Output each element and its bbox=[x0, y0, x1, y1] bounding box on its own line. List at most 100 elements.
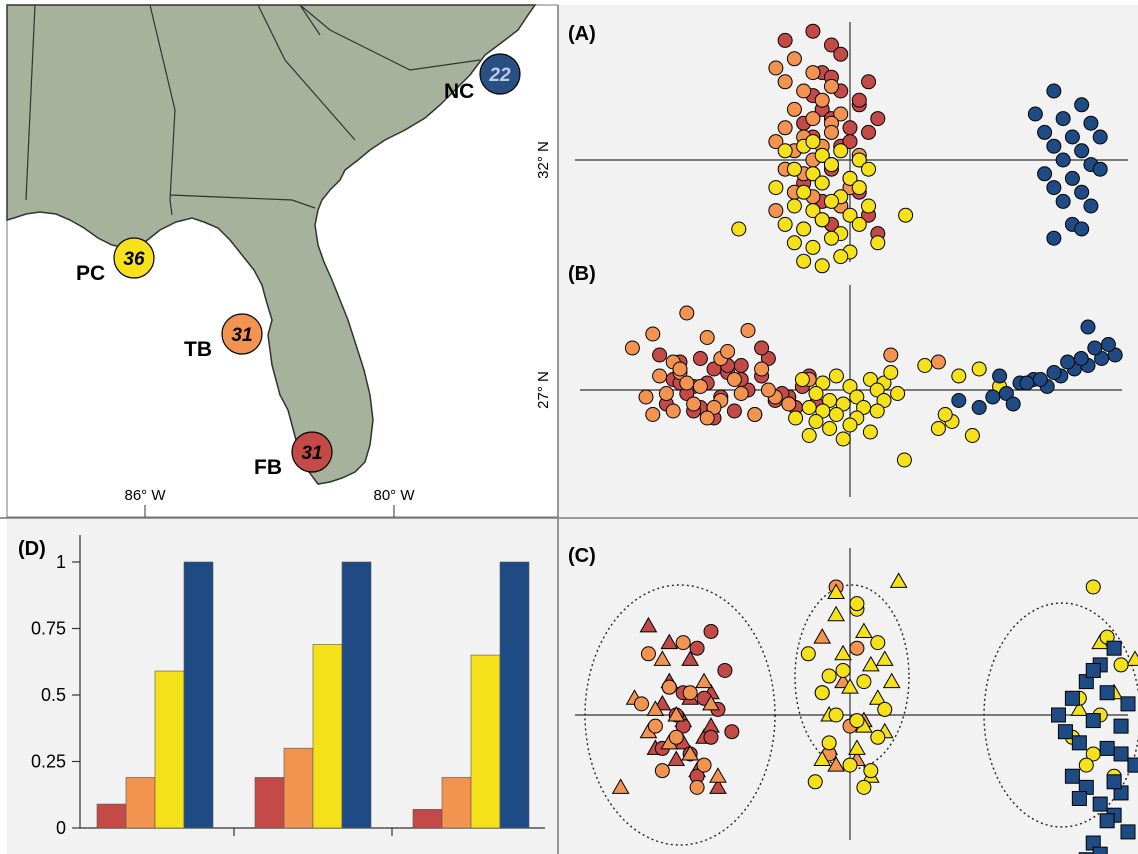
point-nc bbox=[1037, 166, 1053, 182]
point-pc bbox=[786, 235, 802, 251]
point-pc bbox=[777, 216, 793, 232]
point-nc bbox=[1120, 696, 1136, 712]
point-pc bbox=[861, 655, 880, 672]
point-pc bbox=[835, 396, 851, 412]
site-count-fb: 31 bbox=[301, 443, 322, 464]
point-pc bbox=[842, 207, 858, 223]
point-pc bbox=[828, 368, 844, 384]
point-tb bbox=[652, 368, 668, 384]
point-pc bbox=[841, 678, 859, 694]
point-pc bbox=[890, 386, 906, 401]
point-pc bbox=[889, 572, 908, 588]
state-borders bbox=[25, 4, 481, 216]
point-nc bbox=[1019, 375, 1035, 391]
point-tb bbox=[768, 60, 784, 76]
site-tb: 31 TB bbox=[184, 313, 263, 361]
point-fb bbox=[861, 124, 877, 140]
point-pc bbox=[805, 239, 821, 255]
site-marker-tb bbox=[221, 313, 263, 355]
point-fb bbox=[760, 351, 776, 366]
point-pc bbox=[796, 221, 812, 237]
point-tb bbox=[702, 694, 720, 711]
point-pc bbox=[833, 249, 849, 265]
point-pc bbox=[851, 216, 867, 232]
point-pc bbox=[856, 674, 872, 690]
bar-nc bbox=[183, 561, 214, 829]
point-pc bbox=[868, 689, 887, 705]
point-pc bbox=[861, 198, 877, 214]
cluster-ellipse bbox=[983, 602, 1138, 828]
point-pc bbox=[835, 662, 851, 678]
point-pc bbox=[851, 152, 867, 168]
point-pc bbox=[821, 668, 837, 684]
point-pc bbox=[807, 774, 823, 790]
site-count-nc: 22 bbox=[488, 65, 511, 86]
point-pc bbox=[870, 235, 886, 251]
point-tb bbox=[645, 326, 661, 342]
point-pc bbox=[862, 424, 878, 440]
point-fb bbox=[777, 32, 793, 48]
point-pc bbox=[842, 757, 858, 773]
point-pc bbox=[851, 180, 867, 196]
point-nc bbox=[1027, 106, 1043, 122]
point-fb bbox=[726, 403, 742, 419]
point-tb bbox=[634, 696, 649, 712]
point-tb bbox=[668, 729, 684, 745]
point-pc bbox=[800, 646, 816, 662]
point-pc bbox=[796, 253, 812, 269]
point-tb bbox=[658, 386, 674, 401]
site-marker-fb bbox=[291, 431, 333, 473]
site-count-tb: 31 bbox=[231, 325, 252, 346]
point-pc bbox=[833, 143, 849, 159]
point-pc bbox=[731, 221, 747, 237]
point-nc bbox=[1127, 757, 1138, 773]
point-pc bbox=[815, 375, 831, 391]
point-pc bbox=[794, 372, 810, 387]
y-tick-label: 0.5 bbox=[41, 685, 66, 705]
point-pc bbox=[805, 166, 821, 182]
point-pc bbox=[842, 379, 858, 394]
point-nc bbox=[1106, 774, 1122, 790]
point-pc bbox=[827, 605, 845, 622]
point-nc bbox=[1046, 365, 1062, 380]
point-pc bbox=[801, 400, 817, 415]
point-pc bbox=[814, 175, 830, 191]
lat-label-27: 27° N bbox=[535, 371, 552, 409]
point-tb bbox=[805, 111, 821, 127]
panel-label-a: (A) bbox=[568, 23, 596, 45]
point-pc bbox=[814, 258, 830, 274]
point-tb bbox=[833, 106, 849, 122]
site-code-fb: FB bbox=[254, 456, 282, 479]
point-tb bbox=[747, 407, 763, 422]
point-tb bbox=[647, 718, 663, 734]
point-tb bbox=[653, 650, 672, 666]
point-pc bbox=[805, 134, 821, 150]
point-fb bbox=[823, 37, 839, 53]
point-tb bbox=[679, 375, 695, 391]
point-nc bbox=[1092, 796, 1108, 812]
point-pc bbox=[849, 713, 865, 729]
point-nc bbox=[1099, 813, 1115, 829]
site-marker-nc bbox=[479, 53, 521, 95]
bar-pc bbox=[154, 670, 185, 829]
point-pc bbox=[861, 161, 877, 177]
point-nc bbox=[1092, 129, 1108, 145]
point-pc bbox=[823, 157, 839, 173]
point-pc bbox=[898, 207, 914, 223]
bar-fb bbox=[96, 803, 127, 829]
point-pc bbox=[786, 161, 802, 177]
y-tick-label: 0 bbox=[56, 818, 66, 838]
point-tb bbox=[740, 323, 756, 338]
point-pc bbox=[870, 635, 886, 651]
point-tb bbox=[827, 756, 845, 772]
point-fb bbox=[703, 729, 719, 745]
point-fb bbox=[681, 650, 700, 666]
point-tb bbox=[768, 134, 784, 150]
point-fb bbox=[842, 134, 858, 150]
point-fb bbox=[724, 724, 740, 740]
point-pc bbox=[814, 147, 830, 163]
point-pc bbox=[1126, 650, 1138, 666]
site-nc: 22 NC bbox=[444, 53, 521, 103]
panel-label-d: (D) bbox=[18, 538, 46, 560]
y-tick-label: 1 bbox=[56, 552, 66, 572]
